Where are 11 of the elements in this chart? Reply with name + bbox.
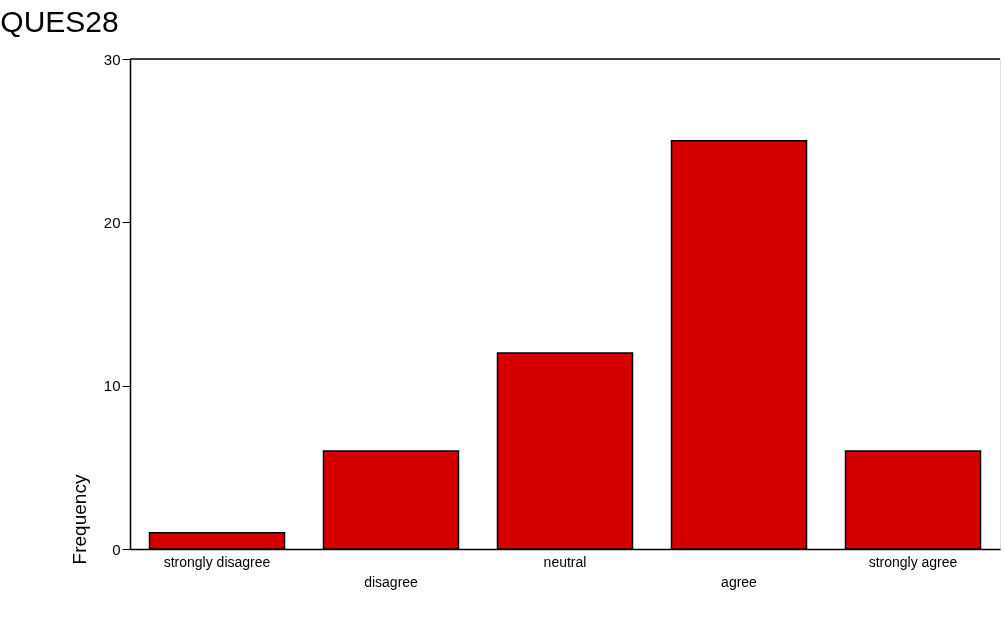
y-tick-label: 20: [103, 213, 121, 231]
y-tick-label: 0: [112, 540, 121, 558]
x-tick-label: disagree: [364, 573, 419, 590]
x-tick-label: strongly agree: [868, 553, 958, 570]
chart-title: QUES28: [0, 5, 119, 38]
y-tick-label: 10: [103, 377, 121, 395]
x-tick-label: strongly disagree: [163, 553, 271, 570]
x-tick-label: agree: [721, 573, 758, 590]
y-tick-label: 30: [103, 50, 121, 68]
y-axis-title: Frequency: [68, 474, 90, 565]
x-tick-label: neutral: [543, 553, 587, 570]
